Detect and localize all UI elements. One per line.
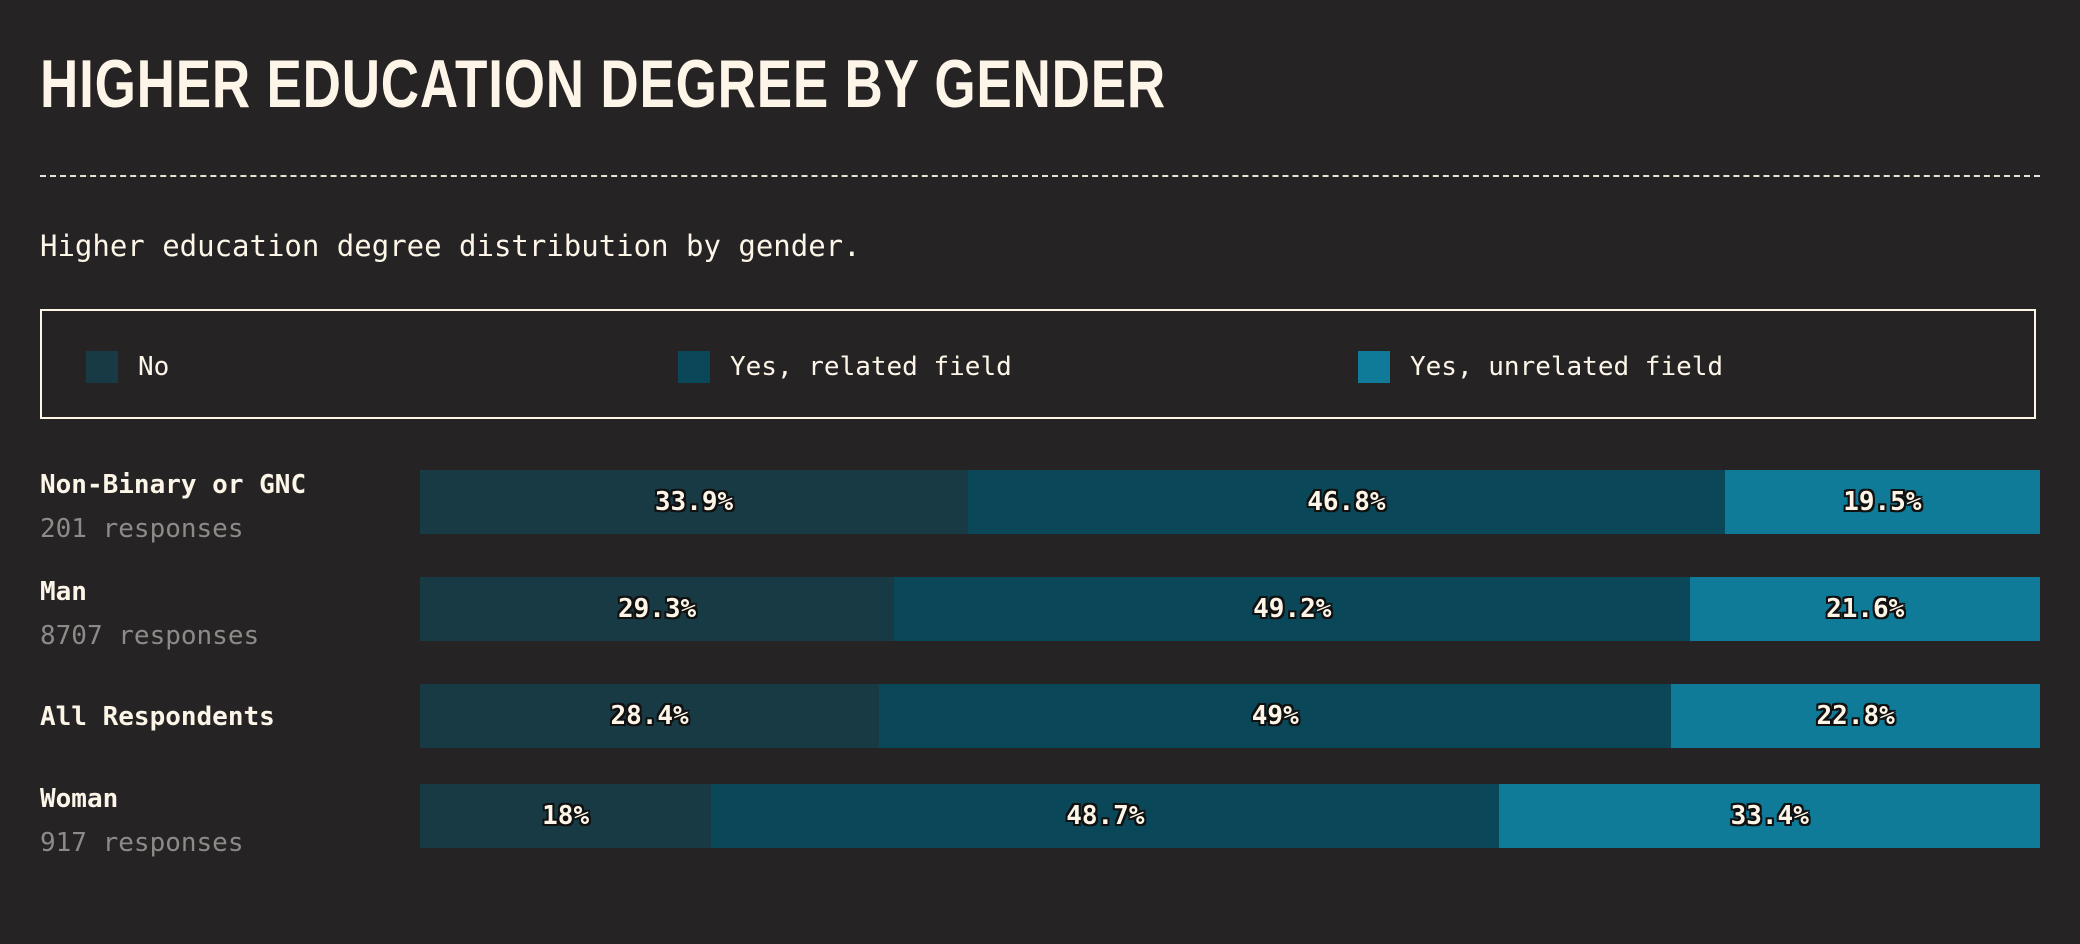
row-name: All Respondents bbox=[40, 702, 275, 732]
bar-segment-yes-unrelated: 22.8% bbox=[1671, 684, 2040, 748]
data-label: 21.6% bbox=[1826, 594, 1905, 624]
legend-item-yes-unrelated: Yes, unrelated field bbox=[1358, 351, 1723, 383]
bar-segment-yes-unrelated: 21.6% bbox=[1690, 577, 2040, 641]
data-label: 46.8% bbox=[1307, 487, 1386, 517]
bar-segment-yes-related: 49.2% bbox=[894, 577, 1691, 641]
row-label-non-binary: Non-Binary or GNC 201 responses bbox=[40, 468, 306, 546]
chart-title: HIGHER EDUCATION DEGREE BY GENDER bbox=[40, 46, 1166, 122]
legend-label-yes-unrelated: Yes, unrelated field bbox=[1410, 352, 1724, 382]
row-label-all-respondents: All Respondents bbox=[40, 700, 275, 734]
data-label: 19.5% bbox=[1843, 487, 1922, 517]
row-label-woman: Woman 917 responses bbox=[40, 782, 244, 860]
bar-segment-no: 33.9% bbox=[420, 470, 969, 534]
data-label: 18% bbox=[542, 801, 590, 831]
data-label: 33.9% bbox=[654, 487, 734, 517]
data-label: 49% bbox=[1251, 701, 1299, 731]
bar-segment-no: 18% bbox=[420, 784, 712, 848]
legend-swatch-yes-unrelated bbox=[1358, 351, 1390, 383]
row-name: Non-Binary or GNC bbox=[40, 470, 307, 500]
bar-woman: 18% 48.7% 33.4% bbox=[420, 784, 2040, 848]
bar-segment-yes-related: 46.8% bbox=[968, 470, 1725, 534]
bar-man: 29.3% 49.2% 21.6% bbox=[420, 577, 2040, 641]
row-label-man: Man 8707 responses bbox=[40, 575, 259, 653]
row-count: 8707 responses bbox=[40, 621, 260, 651]
legend-swatch-yes-related bbox=[678, 351, 710, 383]
bar-segment-no: 28.4% bbox=[420, 684, 880, 748]
legend-item-no: No bbox=[86, 351, 169, 383]
row-count: 201 responses bbox=[40, 514, 244, 544]
row-count: 917 responses bbox=[40, 828, 244, 858]
chart-subtitle: Higher education degree distribution by … bbox=[40, 229, 861, 263]
data-label: 28.4% bbox=[610, 701, 689, 731]
bar-non-binary: 33.9% 46.8% 19.5% bbox=[420, 470, 2040, 534]
row-name: Woman bbox=[40, 784, 119, 814]
data-label: 29.3% bbox=[617, 594, 697, 624]
title-divider bbox=[40, 175, 2040, 177]
bar-all-respondents: 28.4% 49% 22.8% bbox=[420, 684, 2040, 748]
legend: No Yes, related field Yes, unrelated fie… bbox=[40, 309, 2036, 419]
row-name: Man bbox=[40, 577, 87, 607]
data-label: 49.2% bbox=[1253, 594, 1332, 624]
bar-segment-yes-related: 48.7% bbox=[711, 784, 1500, 848]
bar-segment-yes-unrelated: 19.5% bbox=[1724, 470, 2040, 534]
data-label: 48.7% bbox=[1066, 801, 1145, 831]
legend-item-yes-related: Yes, related field bbox=[678, 351, 1012, 383]
bar-segment-no: 29.3% bbox=[420, 577, 895, 641]
bar-segment-yes-unrelated: 33.4% bbox=[1499, 784, 2040, 848]
legend-label-yes-related: Yes, related field bbox=[730, 352, 1012, 382]
bar-segment-yes-related: 49% bbox=[879, 684, 1672, 748]
legend-swatch-no bbox=[86, 351, 118, 383]
data-label: 33.4% bbox=[1730, 801, 1809, 831]
data-label: 22.8% bbox=[1816, 701, 1895, 731]
legend-label-no: No bbox=[138, 352, 170, 382]
